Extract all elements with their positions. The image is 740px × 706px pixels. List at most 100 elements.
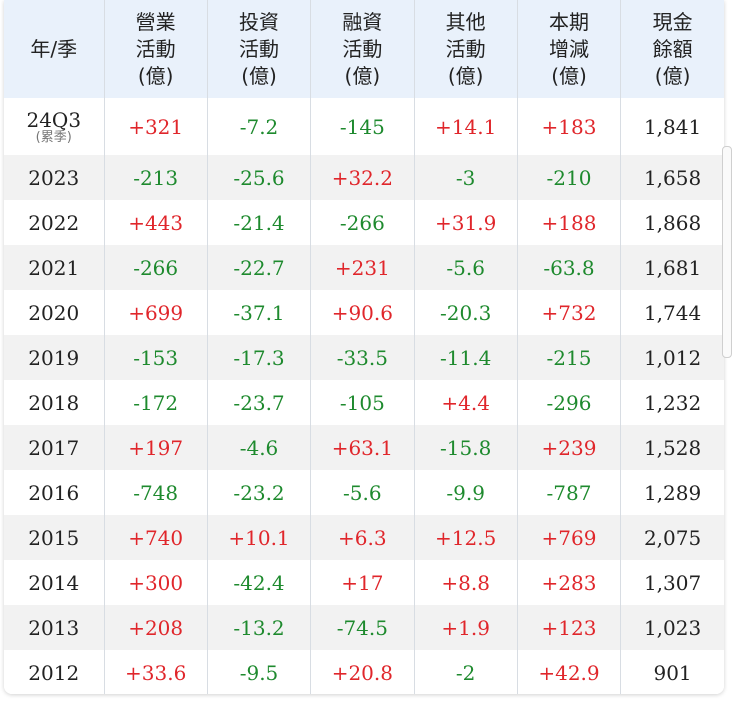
value-cell: -42.4 — [207, 560, 312, 605]
value-cell: -23.2 — [207, 470, 312, 515]
table-body: 24Q3 (累季) +321 -7.2 -145 +14.1 +183 1,841 2023 -2… — [4, 98, 724, 694]
period-label: 2020 — [28, 300, 80, 325]
value-cell: -23.7 — [207, 380, 312, 425]
value-cell: -266 — [310, 200, 415, 245]
value-cell: -15.8 — [414, 425, 518, 470]
value-cell: -787 — [517, 470, 622, 515]
header-line: 活動 — [239, 36, 279, 61]
value-cell: +239 — [517, 425, 622, 470]
period-label: 2017 — [28, 435, 80, 460]
value-cell: 1,841 — [620, 98, 724, 155]
value-cell: 1,744 — [620, 290, 724, 335]
period-label: 2021 — [28, 255, 80, 280]
period-cell: 2013 — [4, 605, 105, 650]
table-row: 2019 -153 -17.3 -33.5 -11.4 -215 1,012 — [4, 335, 724, 380]
header-line: 活動 — [135, 36, 176, 61]
cashflow-table: 年/季 營業 活動 (億) 投資 活動 (億) 融資 活動 (億) 其他 活動 (億) 本期 增減 (億) 現金… — [4, 0, 724, 694]
value-cell: -11.4 — [414, 335, 518, 380]
header-line: (億) — [551, 63, 587, 88]
value-cell: -9.9 — [414, 470, 518, 515]
value-cell: 1,307 — [620, 560, 724, 605]
value-cell: +197 — [104, 425, 208, 470]
header-line: (億) — [137, 63, 174, 88]
period-cell: 2014 — [4, 560, 105, 605]
value-cell: -63.8 — [517, 245, 622, 290]
period-label: 24Q3 — [26, 107, 82, 132]
value-cell: +90.6 — [310, 290, 415, 335]
header-line: 融資 — [342, 9, 383, 34]
period-label: 2015 — [28, 525, 80, 550]
value-cell: -74.5 — [310, 605, 415, 650]
value-cell: 1,658 — [620, 155, 724, 200]
value-cell: 1,681 — [620, 245, 724, 290]
value-cell: +63.1 — [310, 425, 415, 470]
value-cell: +740 — [104, 515, 208, 560]
value-cell: -5.6 — [414, 245, 518, 290]
value-cell: 1,289 — [620, 470, 724, 515]
table-row: 2014 +300 -42.4 +17 +8.8 +283 1,307 — [4, 560, 724, 605]
value-cell: -2 — [414, 650, 518, 694]
period-cell: 2021 — [4, 245, 105, 290]
period-cell: 2016 — [4, 470, 105, 515]
value-cell: 1,232 — [620, 380, 724, 425]
value-cell: -13.2 — [207, 605, 312, 650]
period-label: 2012 — [28, 660, 80, 685]
header-line: 年/季 — [30, 36, 78, 61]
value-cell: +1.9 — [414, 605, 518, 650]
header-line: 投資 — [239, 9, 279, 34]
value-cell: 1,868 — [620, 200, 724, 245]
header-net-change: 本期 增減 (億) — [517, 0, 622, 98]
value-cell: +231 — [310, 245, 415, 290]
value-cell: -3 — [414, 155, 518, 200]
table-row: 2021 -266 -22.7 +231 -5.6 -63.8 1,681 — [4, 245, 724, 290]
value-cell: +8.8 — [414, 560, 518, 605]
value-cell: +283 — [517, 560, 622, 605]
vertical-scrollbar[interactable] — [722, 146, 732, 358]
table-row: 2015 +740 +10.1 +6.3 +12.5 +769 2,075 — [4, 515, 724, 560]
value-cell: +31.9 — [414, 200, 518, 245]
table-row: 2013 +208 -13.2 -74.5 +1.9 +123 1,023 — [4, 605, 724, 650]
header-line: 活動 — [445, 36, 486, 61]
value-cell: -153 — [104, 335, 208, 380]
header-period: 年/季 — [4, 0, 105, 98]
value-cell: -37.1 — [207, 290, 312, 335]
value-cell: 1,528 — [620, 425, 724, 470]
value-cell: +769 — [517, 515, 622, 560]
header-operating: 營業 活動 (億) — [104, 0, 208, 98]
value-cell: -172 — [104, 380, 208, 425]
value-cell: +6.3 — [310, 515, 415, 560]
period-label: 2016 — [28, 480, 80, 505]
header-line: 活動 — [342, 36, 383, 61]
header-line: 現金 — [652, 9, 693, 34]
value-cell: -210 — [517, 155, 622, 200]
value-cell: -748 — [104, 470, 208, 515]
value-cell: +33.6 — [104, 650, 208, 694]
value-cell: +20.8 — [310, 650, 415, 694]
table-row: 24Q3 (累季) +321 -7.2 -145 +14.1 +183 1,841 — [4, 98, 724, 155]
value-cell: +188 — [517, 200, 622, 245]
header-line: (億) — [344, 63, 381, 88]
value-cell: -25.6 — [207, 155, 312, 200]
period-label: 2013 — [28, 615, 80, 640]
period-note: (累季) — [35, 129, 72, 145]
header-line: 其他 — [445, 9, 486, 34]
period-cell: 2022 — [4, 200, 105, 245]
period-label: 2022 — [28, 210, 80, 235]
period-label: 2014 — [28, 570, 80, 595]
header-cash-balance: 現金 餘額 (億) — [620, 0, 724, 98]
value-cell: -20.3 — [414, 290, 518, 335]
header-other: 其他 活動 (億) — [414, 0, 518, 98]
value-cell: +123 — [517, 605, 622, 650]
period-cell: 2012 — [4, 650, 105, 694]
header-line: 營業 — [135, 9, 176, 34]
value-cell: -22.7 — [207, 245, 312, 290]
value-cell: +42.9 — [517, 650, 622, 694]
value-cell: 901 — [620, 650, 724, 694]
period-cell: 2023 — [4, 155, 105, 200]
period-cell: 2017 — [4, 425, 105, 470]
value-cell: -4.6 — [207, 425, 312, 470]
header-line: (億) — [654, 63, 691, 88]
period-cell: 24Q3 (累季) — [4, 98, 105, 155]
value-cell: +443 — [104, 200, 208, 245]
value-cell: 1,012 — [620, 335, 724, 380]
